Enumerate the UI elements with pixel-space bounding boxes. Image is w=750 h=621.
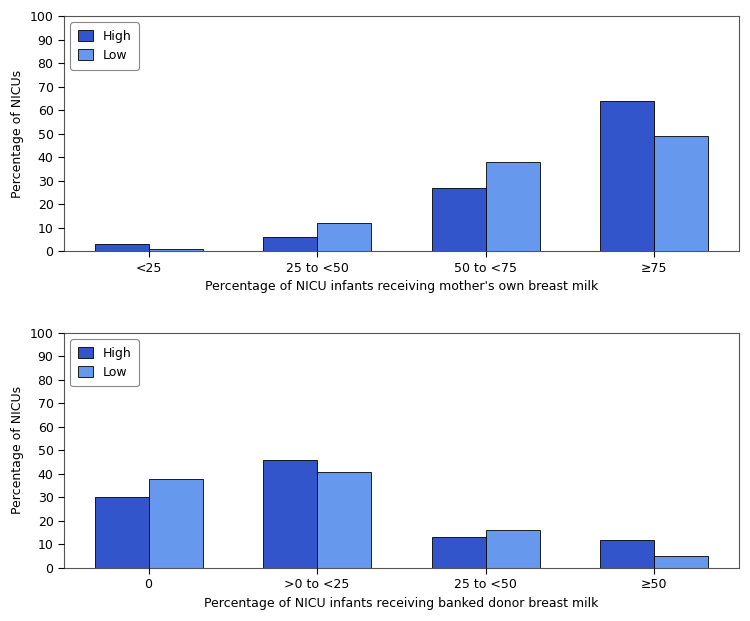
Y-axis label: Percentage of NICUs: Percentage of NICUs bbox=[11, 70, 24, 197]
Bar bbox=[317, 223, 371, 251]
X-axis label: Percentage of NICU infants receiving banked donor breast milk: Percentage of NICU infants receiving ban… bbox=[204, 597, 598, 610]
Legend: High, Low: High, Low bbox=[70, 339, 139, 386]
Bar bbox=[263, 460, 317, 568]
X-axis label: Percentage of NICU infants receiving mother's own breast milk: Percentage of NICU infants receiving mot… bbox=[205, 280, 598, 293]
Bar bbox=[486, 530, 540, 568]
Bar bbox=[432, 188, 486, 251]
Bar bbox=[263, 237, 317, 251]
Bar bbox=[94, 497, 148, 568]
Bar bbox=[148, 249, 202, 251]
Bar bbox=[486, 162, 540, 251]
Bar bbox=[654, 556, 708, 568]
Y-axis label: Percentage of NICUs: Percentage of NICUs bbox=[11, 386, 24, 514]
Bar bbox=[654, 136, 708, 251]
Bar bbox=[317, 471, 371, 568]
Bar bbox=[148, 479, 202, 568]
Bar bbox=[94, 244, 148, 251]
Legend: High, Low: High, Low bbox=[70, 22, 139, 70]
Bar bbox=[432, 537, 486, 568]
Bar bbox=[600, 101, 654, 251]
Bar bbox=[600, 540, 654, 568]
